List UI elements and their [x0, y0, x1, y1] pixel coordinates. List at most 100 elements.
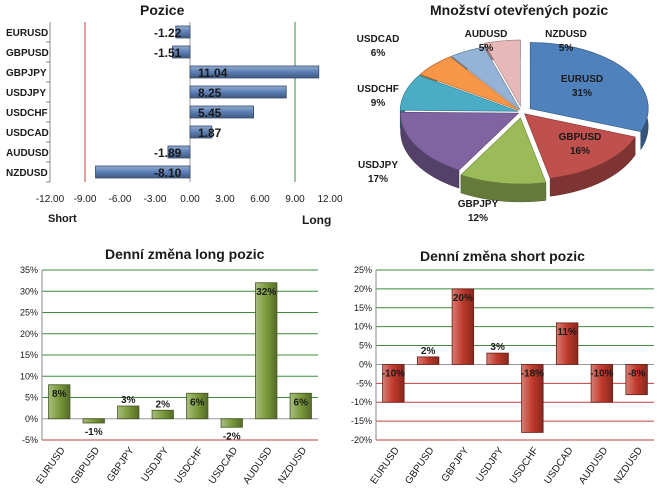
position-bar: [167, 145, 191, 159]
x-tick-label: 9.00: [285, 194, 305, 205]
position-value-label: -8.10: [154, 166, 182, 180]
category-label: EURUSD: [369, 445, 402, 486]
long-axis-label: Long: [302, 213, 331, 227]
category-label: GBPJPY: [105, 445, 137, 484]
pie-slice: [460, 117, 547, 185]
pie-slice-percent: 5%: [479, 43, 494, 54]
position-value-label: 1.87: [198, 126, 222, 140]
pie-slice-name: USDCHF: [357, 84, 399, 95]
pie-slice-name: GBPJPY: [458, 199, 499, 210]
bar: [416, 356, 440, 365]
pie-slice-name: NZDUSD: [545, 29, 587, 40]
bar: [117, 405, 140, 420]
category-label: GBPJPY: [440, 445, 472, 484]
pie-slice-percent: 6%: [371, 48, 386, 59]
pie-slice-name: EURUSD: [561, 74, 603, 85]
x-tick-label: -12.00: [36, 194, 65, 205]
bar: [151, 409, 174, 420]
category-label: AUDUSD: [241, 445, 274, 486]
bar-value-label: -10%: [590, 368, 613, 379]
category-label: EURUSD: [34, 445, 67, 486]
position-bar: [189, 85, 287, 99]
pie-slice-name: GBPUSD: [559, 132, 602, 143]
pie-slice-percent: 5%: [559, 43, 574, 54]
category-label: USDCHF: [173, 445, 206, 485]
daily-short-plot: -20% -15% -10% -5% 0% 5% 10% 15% 20% 25% -10% EURUS…: [351, 265, 654, 486]
pie-slice-percent: 12%: [468, 213, 488, 224]
positions-title: Pozice: [140, 2, 185, 18]
y-tick-label: -15%: [351, 416, 372, 426]
x-tick-label: -9.00: [74, 194, 97, 205]
y-tick-label: -5%: [22, 435, 38, 445]
bar-value-label: 11%: [557, 327, 577, 338]
x-tick-label: -6.00: [109, 194, 132, 205]
pie-slice-percent: 9%: [371, 98, 386, 109]
daily-long-title: Denní změna long pozic: [105, 246, 265, 262]
pie-slice: [419, 56, 520, 111]
bar: [555, 322, 579, 365]
position-value-label: 8.25: [198, 86, 222, 100]
category-label: USDCAD: [542, 445, 575, 486]
y-tick-label: -20%: [351, 435, 372, 445]
bar-value-label: 32%: [256, 287, 276, 298]
position-bar: [189, 125, 213, 139]
y-tick-label: 10%: [354, 322, 372, 332]
x-tick-label: 6.00: [250, 194, 270, 205]
bar: [289, 392, 312, 420]
bar-value-label: 3%: [490, 342, 505, 353]
bar: [48, 384, 71, 420]
y-tick-label: 20%: [20, 329, 38, 339]
position-value-label: 11.04: [198, 66, 228, 80]
bar: [382, 364, 405, 403]
y-tick-label: 15%: [20, 350, 38, 360]
y-tick-label: 5%: [25, 393, 38, 403]
category-label: AUDUSD: [577, 445, 610, 486]
bar: [82, 418, 105, 424]
category-label: USDJPY: [6, 88, 46, 99]
category-label: GBPJPY: [6, 68, 47, 79]
y-tick-label: 0%: [359, 359, 372, 369]
bar-value-label: 20%: [453, 293, 473, 304]
bar: [486, 352, 509, 365]
positions-plot: EURUSD -1.22 GBPUSD -1.51 GBPJPY 11.04 USDJPY 8…: [6, 22, 343, 227]
position-bar: [189, 105, 254, 119]
y-tick-label: 15%: [354, 303, 372, 313]
y-tick-label: -5%: [356, 378, 372, 388]
category-label: USDCHF: [6, 108, 48, 119]
bar-value-label: -18%: [521, 368, 544, 379]
y-tick-label: 25%: [20, 308, 38, 318]
position-bar: [175, 25, 191, 39]
category-label: USDJPY: [140, 445, 172, 484]
open-positions-plot: EURUSD 31% GBPUSD 16% GBPJPY 12% USDJPY 17% USDC…: [357, 29, 649, 224]
daily-short-title: Denní změna short pozic: [420, 248, 585, 264]
category-label: USDCAD: [6, 128, 49, 139]
pie-slice-percent: 31%: [572, 88, 592, 99]
y-tick-label: 10%: [20, 371, 38, 381]
open-positions-title: Množství otevřených pozic: [430, 2, 609, 18]
category-label: NZDUSD: [276, 445, 309, 485]
position-value-label: -1.51: [154, 46, 182, 60]
category-label: NZDUSD: [612, 445, 645, 485]
position-value-label: -1.89: [154, 146, 182, 160]
short-axis-label: Short: [48, 213, 77, 225]
positions-chart: Pozice EURUSD -1.22 GBPUSD -1.51 GBPJPY 11.04…: [0, 0, 350, 240]
y-tick-label: 5%: [359, 341, 372, 351]
daily-long-chart: Denní změna long pozic -5% 0% 5% 10% 15% 20% 2…: [0, 242, 330, 503]
pie-slice-percent: 17%: [368, 174, 388, 185]
pie-slice-percent: 16%: [570, 146, 590, 157]
bar-value-label: -2%: [223, 431, 241, 442]
position-value-label: 5.45: [198, 106, 222, 120]
open-positions-chart: Množství otevřených pozic EURUSD 31% GBPUS…: [340, 0, 661, 240]
y-tick-label: -10%: [351, 397, 372, 407]
bar-value-label: 6%: [294, 397, 309, 408]
category-label: NZDUSD: [6, 168, 48, 179]
bar: [186, 392, 209, 420]
x-tick-label: -3.00: [144, 194, 167, 205]
position-bar: [95, 165, 191, 179]
bar: [220, 418, 243, 428]
pie-slice: [450, 46, 521, 111]
pie-slice: [399, 75, 519, 112]
daily-long-plot: -5% 0% 5% 10% 15% 20% 25% 30% 35% 8% EURUSD -1% GBPU…: [20, 265, 318, 486]
bar: [625, 364, 648, 396]
category-label: GBPUSD: [6, 48, 49, 59]
